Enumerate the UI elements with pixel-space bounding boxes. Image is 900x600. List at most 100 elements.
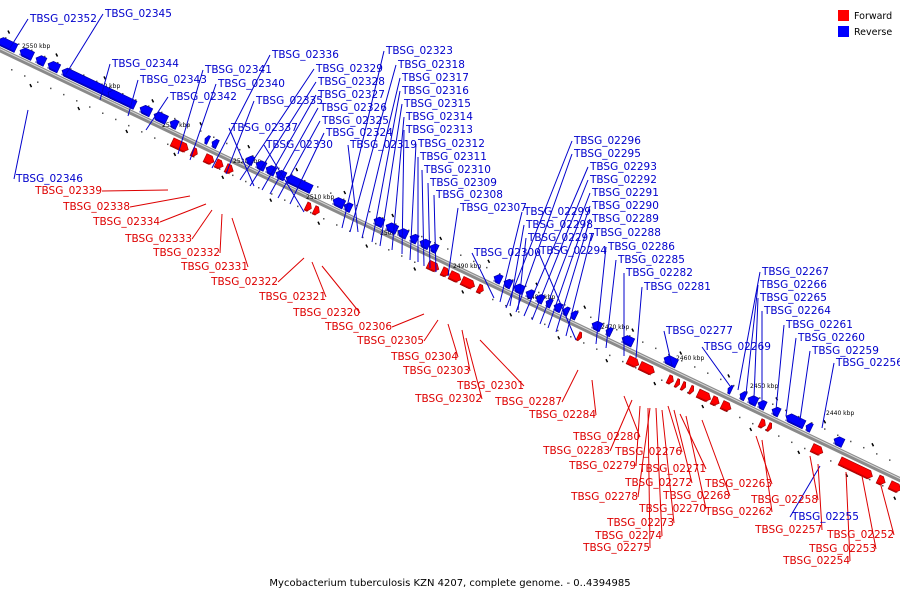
forward-gene-label: TBSG_02274 xyxy=(594,530,662,542)
legend-forward-label: Forward xyxy=(854,11,892,22)
reverse-gene-label: TBSG_02277 xyxy=(665,325,733,337)
reverse-gene-label: TBSG_02282 xyxy=(625,267,693,279)
major-tick-mark xyxy=(103,76,107,80)
minor-tick-dot xyxy=(232,174,234,177)
reverse-gene-arrow xyxy=(492,274,504,285)
minor-tick-dot xyxy=(837,434,839,437)
minor-tick-dot xyxy=(271,193,273,195)
minor-tick-dot xyxy=(694,366,696,368)
backbone-highlight xyxy=(0,48,900,480)
reverse-gene-label: TBSG_02288 xyxy=(593,227,661,239)
reverse-gene-label: TBSG_02255 xyxy=(791,511,859,523)
scale-tick-label: 2440 kbp xyxy=(826,410,854,417)
minor-tick-dot xyxy=(18,43,20,45)
forward-gene-arrow xyxy=(223,163,234,175)
minor-tick-dot xyxy=(219,168,221,170)
gene-label-leader xyxy=(775,324,785,411)
reverse-gene-arrow xyxy=(738,391,748,402)
reverse-gene-label: TBSG_02297 xyxy=(527,232,595,244)
minor-tick-dot xyxy=(252,155,254,157)
scale-tick-label: 2490 kbp xyxy=(453,263,481,270)
gene-label-leader xyxy=(127,79,139,117)
gene-label-leader xyxy=(423,319,439,342)
minor-tick-dot xyxy=(733,384,735,387)
reverse-gene-label: TBSG_02299 xyxy=(523,206,591,218)
gene-label-leader xyxy=(421,169,425,267)
reverse-gene-arrow xyxy=(152,111,169,125)
major-tick-mark xyxy=(391,213,395,218)
forward-gene-label: TBSG_02320 xyxy=(292,307,360,319)
minor-tick-dot xyxy=(538,291,540,294)
forward-gene-label: TBSG_02332 xyxy=(152,247,220,259)
gene-label-leader xyxy=(523,166,589,317)
gene-label-leader xyxy=(655,407,663,537)
legend-reverse-swatch xyxy=(838,26,849,37)
minor-tick-dot xyxy=(122,93,124,95)
genome-backbone xyxy=(0,47,900,483)
minor-tick-dot xyxy=(369,211,371,213)
gene-label-leader xyxy=(561,369,579,403)
minor-tick-dot xyxy=(570,336,572,338)
minor-tick-dot xyxy=(245,180,247,183)
reverse-gene-label: TBSG_02300 xyxy=(473,247,541,259)
reverse-gene-label: TBSG_02286 xyxy=(607,241,675,253)
reverse-gene-arrow xyxy=(746,395,760,407)
reverse-gene-label: TBSG_02313 xyxy=(405,124,473,136)
minor-tick-dot xyxy=(37,81,39,83)
gene-label-leader xyxy=(471,252,495,299)
major-tick-mark xyxy=(151,99,155,103)
gene-label-leader xyxy=(845,471,851,562)
gene-label-leader xyxy=(99,63,111,101)
forward-gene-arrow xyxy=(575,331,583,342)
backbone-line xyxy=(0,47,900,483)
minor-tick-dot xyxy=(167,143,169,146)
reverse-gene-label: TBSG_02340 xyxy=(217,78,285,90)
gene-label-leader xyxy=(409,143,417,261)
reverse-gene-label: TBSG_02319 xyxy=(349,139,417,151)
major-tick-mark xyxy=(439,236,443,241)
major-tick-mark xyxy=(55,53,59,57)
reverse-gene-label: TBSG_02266 xyxy=(759,279,827,291)
gene-label-leader xyxy=(433,194,437,273)
minor-tick-dot xyxy=(863,446,865,449)
legend-reverse-label: Reverse xyxy=(854,27,892,38)
minor-tick-dot xyxy=(869,478,871,481)
minor-tick-dot xyxy=(187,124,189,126)
forward-gene-label: TBSG_02275 xyxy=(582,542,650,554)
minor-tick-dot xyxy=(317,186,319,188)
gene-label-leader xyxy=(9,18,29,49)
reverse-gene-arrow xyxy=(46,61,62,74)
reverse-gene-label: TBSG_02327 xyxy=(317,89,385,101)
minor-tick-dot xyxy=(720,378,722,381)
gene-label-leader xyxy=(321,265,361,314)
forward-gene-label: TBSG_02253 xyxy=(808,543,876,555)
major-tick-mark xyxy=(653,381,657,386)
reverse-gene-label: TBSG_02324 xyxy=(325,127,393,139)
reverse-gene-label: TBSG_02285 xyxy=(617,254,685,266)
gene-label-leader xyxy=(427,182,431,269)
gene-label-leader xyxy=(499,211,523,303)
reverse-gene-arrow xyxy=(138,104,154,118)
minor-tick-dot xyxy=(785,409,787,412)
forward-gene-arrow xyxy=(695,388,711,403)
minor-tick-dot xyxy=(5,37,7,39)
gene-label-leader xyxy=(531,179,589,321)
minor-tick-dot xyxy=(57,61,59,64)
forward-gene-label: TBSG_02287 xyxy=(494,396,562,408)
minor-tick-dot xyxy=(642,341,644,343)
minor-tick-dot xyxy=(505,304,507,307)
minor-tick-dot xyxy=(44,55,46,58)
minor-tick-dot xyxy=(63,93,65,96)
gene-label-leader xyxy=(565,232,593,337)
forward-gene-arrow xyxy=(679,381,687,391)
reverse-gene-label: TBSG_02330 xyxy=(265,139,333,151)
gene-label-leader xyxy=(701,419,731,497)
minor-tick-dot xyxy=(889,459,891,461)
gene-label-leader xyxy=(861,475,877,550)
minor-tick-dot xyxy=(882,485,884,487)
reverse-gene-label: TBSG_02335 xyxy=(255,95,323,107)
reverse-gene-label: TBSG_02318 xyxy=(397,59,465,71)
gene-labels: TBSG_02352 TBSG_02345 TBSG_02344 TBSG_02343… xyxy=(15,8,900,567)
gene-label-leader xyxy=(145,96,169,131)
gene-label-leader xyxy=(228,127,255,187)
